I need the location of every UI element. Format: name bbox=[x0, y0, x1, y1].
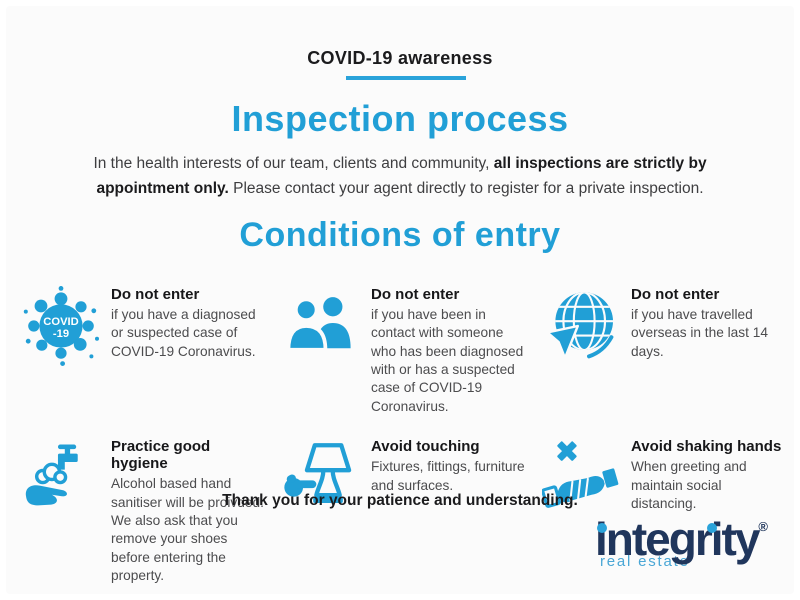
intro-text-bold: all inspections are strictly by appointm… bbox=[96, 155, 707, 197]
intro-text-2: Please contact your agent directly to re… bbox=[228, 180, 704, 197]
logo-i-dot bbox=[706, 523, 717, 533]
hand-hygiene-icon bbox=[25, 444, 78, 506]
condition-item-handshake: Avoid shaking hands When greeting and ma… bbox=[540, 430, 786, 585]
conditions-grid: COVID -19 Do not enter if you have a dia… bbox=[20, 278, 786, 585]
logo-wordmark: integrity bbox=[594, 513, 760, 565]
condition-body: Fixtures, fittings, furniture and surfac… bbox=[371, 459, 525, 493]
kicker-title: COVID-19 awareness bbox=[307, 48, 493, 68]
condition-title: Do not enter bbox=[371, 286, 460, 303]
kicker-underline bbox=[346, 76, 466, 80]
globe-travel-icon bbox=[546, 291, 614, 359]
intro-text-1: In the health interests of our team, cli… bbox=[93, 155, 494, 172]
contact-people-icon bbox=[286, 296, 351, 352]
avoid-touching-lamp-icon bbox=[284, 442, 352, 503]
covid-virus-icon: COVID -19 bbox=[23, 285, 99, 366]
integrity-logo: integrity® real estate bbox=[595, 516, 768, 570]
condition-body: Alcohol based hand sanitiser will be pro… bbox=[111, 476, 264, 583]
conditions-heading: Conditions of entry bbox=[239, 216, 561, 254]
logo-tagline: real estate bbox=[599, 553, 690, 570]
condition-item-contact: Do not enter if you have been in contact… bbox=[280, 278, 526, 416]
condition-body: if you have been in contact with someone… bbox=[371, 307, 524, 414]
condition-item-touching: Avoid touching Fixtures, fittings, furni… bbox=[280, 430, 526, 585]
intro-paragraph: In the health interests of our team, cli… bbox=[56, 151, 744, 201]
thank-you-line: Thank you for your patience and understa… bbox=[222, 492, 578, 509]
logo-i-dot bbox=[596, 523, 607, 533]
condition-item-covid-case: COVID -19 Do not enter if you have a dia… bbox=[20, 278, 266, 416]
condition-title: Practice good hygiene bbox=[111, 438, 211, 473]
condition-item-hygiene: Practice good hygiene Alcohol based hand… bbox=[20, 430, 266, 585]
condition-item-travel: Do not enter if you have travelled overs… bbox=[540, 278, 786, 416]
condition-body: if you have travelled overseas in the la… bbox=[631, 307, 768, 359]
no-handshake-icon bbox=[542, 441, 619, 508]
condition-body: When greeting and maintain social distan… bbox=[631, 459, 747, 511]
virus-label-line1: COVID bbox=[43, 316, 78, 328]
page-title: Inspection process bbox=[231, 98, 569, 139]
condition-title: Do not enter bbox=[111, 286, 200, 303]
condition-title: Avoid touching bbox=[371, 438, 480, 456]
condition-body: if you have a diagnosed or suspected cas… bbox=[111, 307, 256, 359]
registered-trademark-symbol: ® bbox=[758, 519, 768, 534]
virus-label-line2: -19 bbox=[53, 328, 69, 340]
condition-title: Avoid shaking hands bbox=[631, 438, 782, 456]
condition-title: Do not enter bbox=[631, 286, 720, 303]
